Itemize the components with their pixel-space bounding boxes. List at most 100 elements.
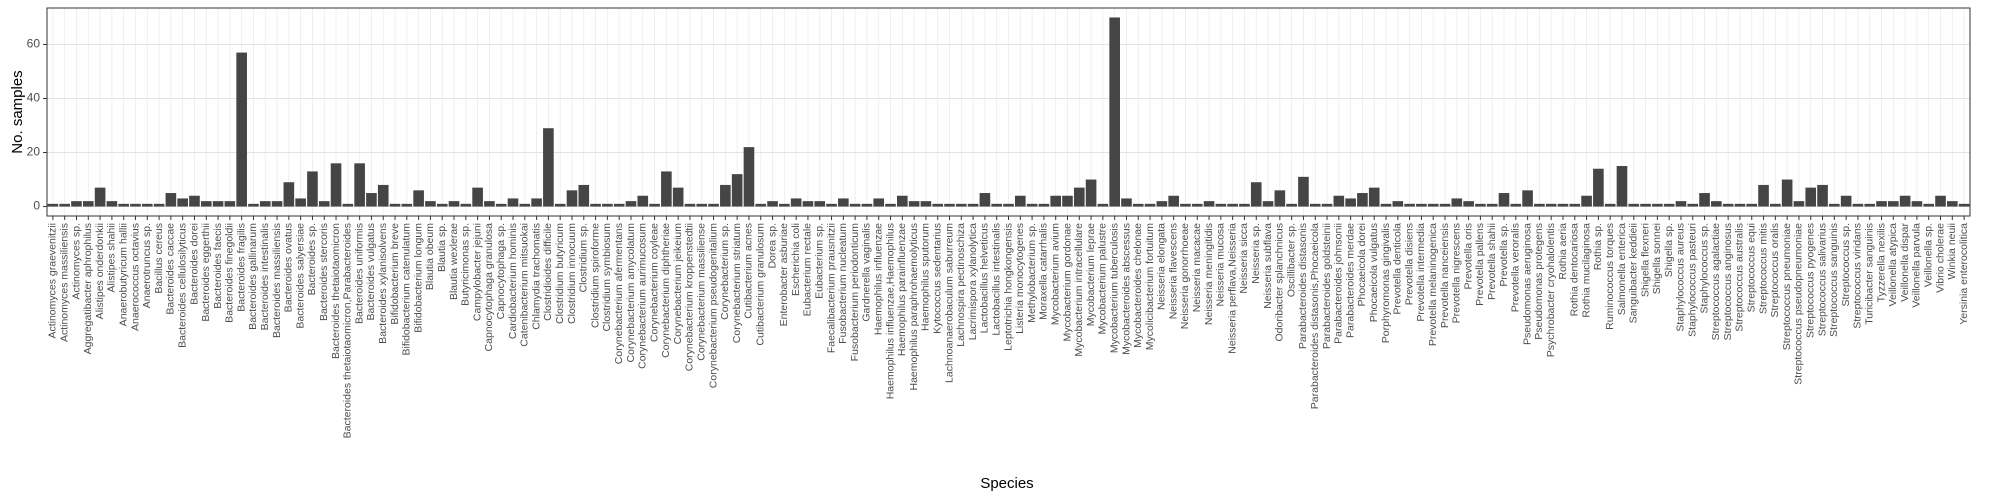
x-tick-label: Dorea sp.	[766, 223, 778, 269]
bar	[838, 198, 849, 207]
x-tick-label: Prevotella oris	[1462, 223, 1474, 290]
bar	[248, 203, 259, 207]
bar	[1345, 198, 1356, 207]
x-tick-label: Haemophilus influenzae,Haemophilus	[884, 223, 896, 399]
bar	[1781, 179, 1793, 207]
bar	[672, 187, 684, 207]
bar	[1215, 203, 1227, 207]
x-tick-label: Veillonella atypica	[1887, 223, 1899, 307]
y-axis-title: No. samples	[9, 70, 26, 153]
bar	[82, 201, 94, 207]
bar	[1510, 203, 1522, 207]
x-tick-label: Shigella sonnei	[1651, 223, 1663, 294]
bar	[1711, 201, 1722, 207]
bar	[47, 203, 59, 207]
bar	[318, 201, 330, 207]
x-tick-label: Lachnospira pectinoschiza	[955, 223, 967, 347]
x-tick-label: Bacteroides ovatus	[283, 223, 295, 312]
bar	[1168, 195, 1179, 207]
x-tick-label: Neisseria sp.	[1250, 223, 1262, 284]
bar	[484, 201, 495, 207]
bar	[1699, 193, 1710, 207]
bar	[684, 203, 696, 207]
bar	[507, 198, 519, 207]
bar	[342, 203, 354, 207]
bar	[1038, 203, 1050, 207]
x-tick-label: Parabacteroides johnsonii	[1333, 223, 1345, 344]
x-tick-label: Phocaeicola vulgatus	[1368, 223, 1380, 322]
x-tick-label: Lacrimispora xylanolytica	[967, 223, 979, 340]
bar	[1132, 203, 1144, 207]
x-tick-label: Cardiobacterium hominis	[507, 223, 519, 339]
bar	[1899, 195, 1911, 207]
bar	[460, 203, 472, 207]
bar	[1758, 184, 1769, 207]
bar	[1286, 203, 1297, 207]
bar	[1003, 203, 1014, 207]
x-tick-label: Bacteroides xylanisolvens	[377, 223, 389, 344]
x-tick-label: Methylobacterium sp.	[1026, 223, 1038, 323]
x-tick-label: Enterobacter asburiae	[778, 223, 790, 326]
x-tick-label: Prevotella sp.	[1498, 223, 1510, 287]
x-tick-label: Parabacteroides merdae	[1344, 223, 1356, 338]
bar	[1262, 201, 1274, 207]
bar	[1652, 203, 1663, 207]
bar	[1392, 201, 1404, 207]
bar	[755, 203, 767, 207]
x-tick-label: Veillonella dispar	[1899, 223, 1911, 302]
bar	[1180, 203, 1191, 207]
bar	[118, 203, 129, 207]
x-tick-label: Bifidobacterium longum	[412, 223, 424, 333]
bar	[1663, 203, 1675, 207]
x-tick-label: Bacteroides vulgatus	[365, 223, 377, 320]
x-tick-label: Streptococcus mitis	[1757, 223, 1769, 314]
x-tick-label: Sanguibacter keddieii	[1628, 223, 1640, 323]
bar	[1026, 203, 1038, 207]
x-tick-label: Bacteroides dorei	[188, 223, 200, 305]
x-tick-label: Corynebacterium sp.	[719, 223, 731, 320]
x-tick-label: Bacillus cereus	[153, 223, 165, 294]
x-tick-label: Escherichia coli	[790, 223, 802, 296]
x-tick-label: Corynebacterium massiliense	[696, 223, 708, 361]
x-tick-label: Mycobacterium tuberculosis	[1108, 223, 1120, 353]
bar	[590, 203, 601, 207]
bar	[1888, 201, 1899, 207]
bar	[826, 203, 837, 207]
x-tick-label: Neisseria subflava	[1262, 223, 1274, 309]
x-tick-label: Mycobacteroides chelonae	[1132, 223, 1144, 348]
x-tick-label: Fusobacterium periodonticum	[849, 223, 861, 362]
x-tick-label: Bacteroides salyersiae	[294, 223, 306, 329]
x-tick-label: Bacteroides intestinalis	[259, 223, 271, 330]
x-tick-label: Prevotella melaninogenica	[1427, 223, 1439, 346]
bar	[802, 201, 814, 207]
x-tick-label: Pseudomonas protegens	[1533, 223, 1545, 340]
x-tick-label: Neisseria mucosa	[1215, 223, 1227, 307]
bar	[389, 203, 401, 207]
x-tick-label: Parabacteroides distasonis,Phocaeicola	[1309, 223, 1321, 409]
x-tick-label: Alistipes onderdonkii	[94, 223, 106, 319]
x-tick-label: Prevotella veroralis	[1510, 223, 1522, 312]
x-tick-label: Streptococcus pseudopneumoniae	[1793, 223, 1805, 385]
x-tick-label: Mycobacterium palustre	[1097, 223, 1109, 335]
bar	[1805, 187, 1817, 207]
x-tick-label: Ruminococcus torques	[1604, 223, 1616, 330]
bar	[661, 171, 672, 207]
y-tick-label: 20	[27, 145, 41, 159]
bar	[224, 201, 236, 207]
bar	[849, 203, 861, 207]
x-tick-label: Cutibacterium granulosum	[755, 223, 767, 346]
bar	[720, 184, 731, 207]
bar	[1109, 17, 1120, 207]
bar	[1439, 203, 1451, 207]
x-tick-label: Clostridioides difficile	[542, 223, 554, 321]
x-tick-label: Neisseria meningitidis	[1203, 223, 1215, 325]
bar	[71, 201, 82, 207]
bar	[1876, 201, 1887, 207]
x-tick-label: Fusobacterium nucleatum	[837, 223, 849, 344]
bar	[130, 203, 141, 207]
bar	[1722, 203, 1734, 207]
x-tick-label: Actinomyces graevenitzii	[47, 223, 59, 339]
x-tick-label: Haemophilus paraphrohaemolyticus	[908, 223, 920, 391]
x-tick-label: Bacteroides eggerthii	[200, 223, 212, 322]
x-tick-label: Listeria monocytogenes	[1014, 223, 1026, 334]
